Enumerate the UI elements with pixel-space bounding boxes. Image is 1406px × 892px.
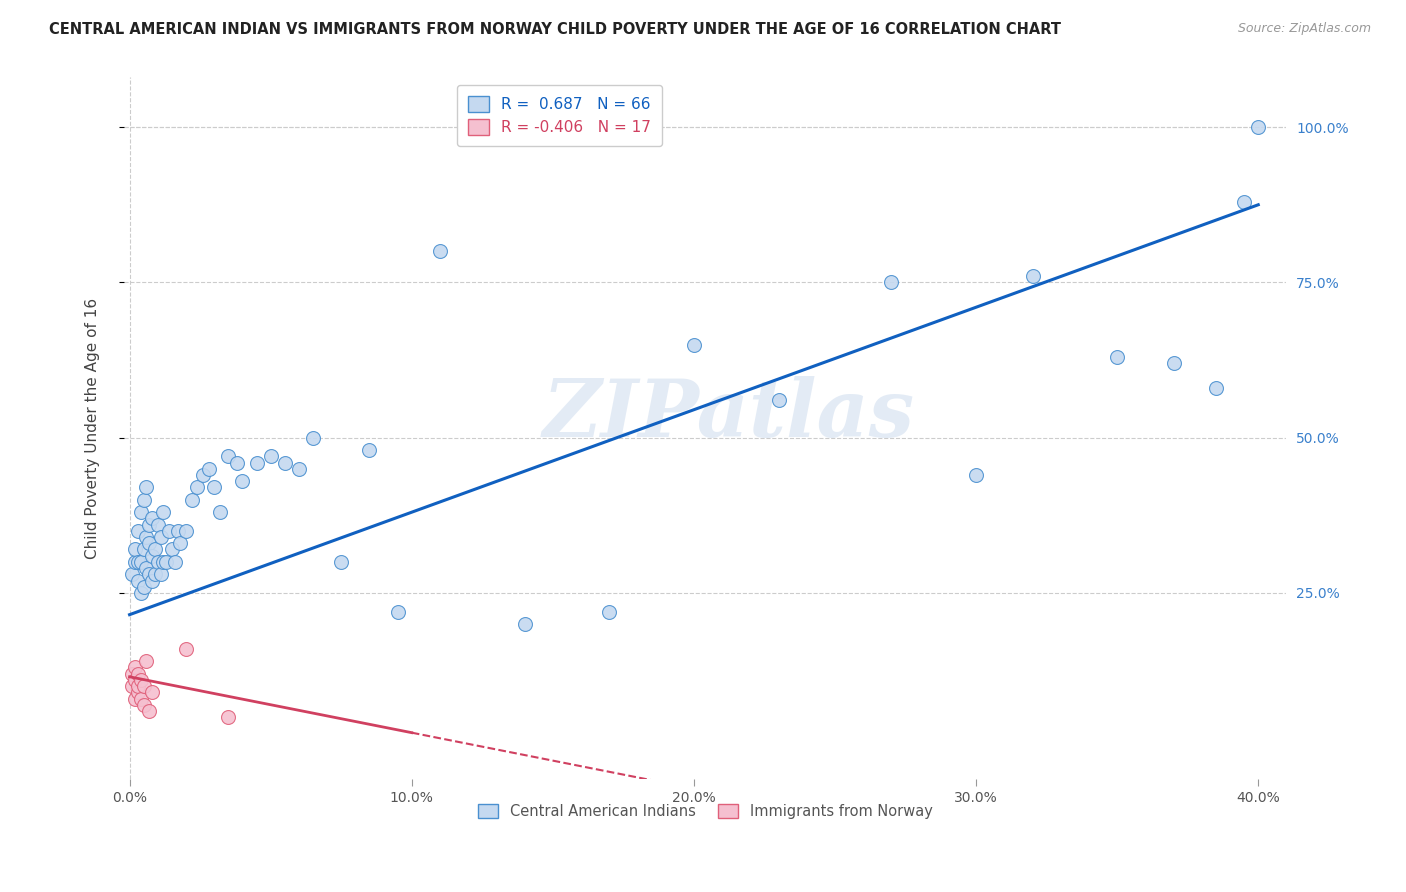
Point [132,492,155,507]
Point [127,555,149,569]
Point [208,505,231,519]
Point [132,698,155,712]
Point [129,673,152,687]
Point [174,641,197,656]
Point [191,467,214,482]
Point [138,567,160,582]
Point [683,337,706,351]
Point [127,685,149,699]
Point [166,524,188,538]
Point [197,461,219,475]
Point [141,511,163,525]
Point [225,456,247,470]
Point [138,704,160,718]
Point [149,567,172,582]
Point [174,524,197,538]
Point [186,480,208,494]
Point [124,691,146,706]
Point [513,617,536,632]
Point [965,467,987,482]
Point [127,574,149,588]
Point [169,536,191,550]
Point [121,679,143,693]
Point [180,492,202,507]
Point [288,461,311,475]
Point [231,474,253,488]
Point [1247,120,1270,135]
Point [146,517,169,532]
Point [138,536,160,550]
Point [880,276,903,290]
Point [302,431,325,445]
Point [124,542,146,557]
Point [1163,356,1185,370]
Point [152,555,174,569]
Legend: Central American Indians, Immigrants from Norway: Central American Indians, Immigrants fro… [472,798,938,824]
Text: ZIPatlas: ZIPatlas [543,376,914,453]
Point [124,555,146,569]
Point [135,530,157,544]
Text: Source: ZipAtlas.com: Source: ZipAtlas.com [1237,22,1371,36]
Point [330,555,353,569]
Point [132,679,155,693]
Point [1205,381,1227,395]
Point [217,450,239,464]
Point [127,666,149,681]
Point [143,542,166,557]
Point [138,517,160,532]
Point [127,679,149,693]
Point [387,605,409,619]
Point [359,443,381,458]
Point [598,605,620,619]
Point [152,505,174,519]
Point [149,530,172,544]
Point [127,524,149,538]
Point [121,567,143,582]
Point [141,685,163,699]
Point [157,524,180,538]
Point [274,456,297,470]
Point [1107,350,1129,364]
Point [135,561,157,575]
Point [160,542,183,557]
Point [155,555,177,569]
Point [132,580,155,594]
Point [202,480,225,494]
Point [124,660,146,674]
Point [129,691,152,706]
Text: CENTRAL AMERICAN INDIAN VS IMMIGRANTS FROM NORWAY CHILD POVERTY UNDER THE AGE OF: CENTRAL AMERICAN INDIAN VS IMMIGRANTS FR… [49,22,1062,37]
Point [129,586,152,600]
Point [259,450,281,464]
Point [429,244,451,259]
Point [129,555,152,569]
Point [124,673,146,687]
Point [141,549,163,563]
Point [132,542,155,557]
Point [768,393,790,408]
Y-axis label: Child Poverty Under the Age of 16: Child Poverty Under the Age of 16 [86,298,100,559]
Point [121,666,143,681]
Point [135,480,157,494]
Point [135,654,157,668]
Point [163,555,186,569]
Point [245,456,267,470]
Point [143,567,166,582]
Point [1021,269,1043,284]
Point [146,555,169,569]
Point [217,710,239,724]
Point [129,505,152,519]
Point [141,574,163,588]
Point [1233,194,1256,209]
